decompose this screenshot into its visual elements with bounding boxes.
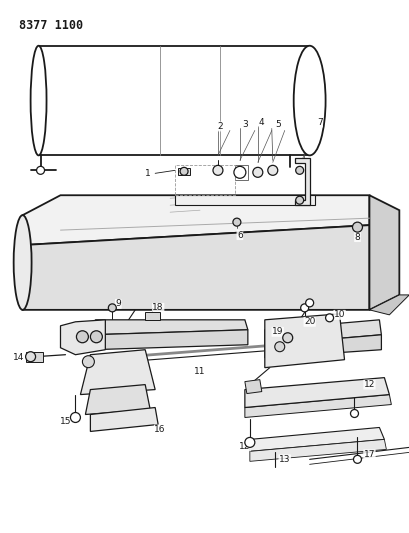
Polygon shape	[145, 312, 160, 320]
Polygon shape	[244, 394, 391, 417]
Ellipse shape	[31, 46, 47, 156]
Text: 2: 2	[217, 122, 222, 131]
Circle shape	[25, 352, 36, 362]
Text: 4: 4	[258, 118, 264, 127]
Text: 10: 10	[333, 310, 344, 319]
Text: 5: 5	[274, 120, 280, 129]
Circle shape	[36, 166, 45, 174]
Polygon shape	[80, 350, 155, 394]
Circle shape	[267, 165, 277, 175]
Text: 1: 1	[145, 169, 151, 178]
Circle shape	[82, 356, 94, 368]
Circle shape	[274, 342, 284, 352]
Polygon shape	[264, 320, 380, 345]
Circle shape	[282, 333, 292, 343]
Circle shape	[295, 166, 303, 174]
Circle shape	[350, 409, 357, 417]
Text: 11: 11	[194, 367, 205, 376]
Circle shape	[244, 438, 254, 447]
Text: 19: 19	[271, 327, 283, 336]
Circle shape	[212, 165, 222, 175]
Circle shape	[108, 304, 116, 312]
Circle shape	[233, 166, 245, 179]
Polygon shape	[244, 379, 261, 393]
Polygon shape	[294, 158, 309, 205]
Text: 3: 3	[241, 120, 247, 129]
Circle shape	[90, 331, 102, 343]
Polygon shape	[264, 314, 344, 368]
Text: 8: 8	[354, 232, 360, 241]
Polygon shape	[244, 377, 389, 408]
Polygon shape	[264, 335, 380, 358]
Polygon shape	[178, 168, 190, 175]
Polygon shape	[22, 195, 369, 245]
Text: 7: 7	[316, 118, 322, 127]
Polygon shape	[175, 195, 314, 205]
Text: 17: 17	[363, 450, 374, 459]
Circle shape	[70, 413, 80, 423]
Text: 16: 16	[154, 425, 166, 434]
Circle shape	[252, 167, 262, 177]
Polygon shape	[92, 320, 247, 335]
Text: 8377 1100: 8377 1100	[18, 19, 83, 32]
Text: 6: 6	[236, 231, 242, 240]
Polygon shape	[369, 195, 398, 310]
Ellipse shape	[293, 46, 325, 156]
Text: 20: 20	[303, 317, 315, 326]
Polygon shape	[249, 439, 385, 462]
Circle shape	[300, 304, 308, 312]
Polygon shape	[249, 427, 384, 451]
Polygon shape	[92, 330, 247, 350]
Text: 18: 18	[152, 303, 164, 312]
Text: 9: 9	[115, 300, 121, 309]
Text: 15: 15	[60, 417, 71, 426]
Circle shape	[305, 299, 313, 307]
Circle shape	[232, 218, 240, 226]
Ellipse shape	[13, 215, 31, 310]
Polygon shape	[25, 352, 43, 362]
Text: 14: 14	[13, 353, 24, 362]
Circle shape	[325, 314, 333, 322]
Polygon shape	[85, 385, 150, 415]
Polygon shape	[369, 295, 408, 315]
Polygon shape	[22, 225, 369, 310]
Circle shape	[352, 222, 362, 232]
Circle shape	[180, 167, 188, 175]
Circle shape	[295, 196, 303, 204]
Text: 13: 13	[278, 455, 290, 464]
Circle shape	[353, 455, 361, 463]
Text: 12: 12	[238, 442, 250, 451]
Text: 12: 12	[363, 380, 374, 389]
Circle shape	[76, 331, 88, 343]
Polygon shape	[90, 408, 158, 431]
Polygon shape	[61, 320, 105, 354]
